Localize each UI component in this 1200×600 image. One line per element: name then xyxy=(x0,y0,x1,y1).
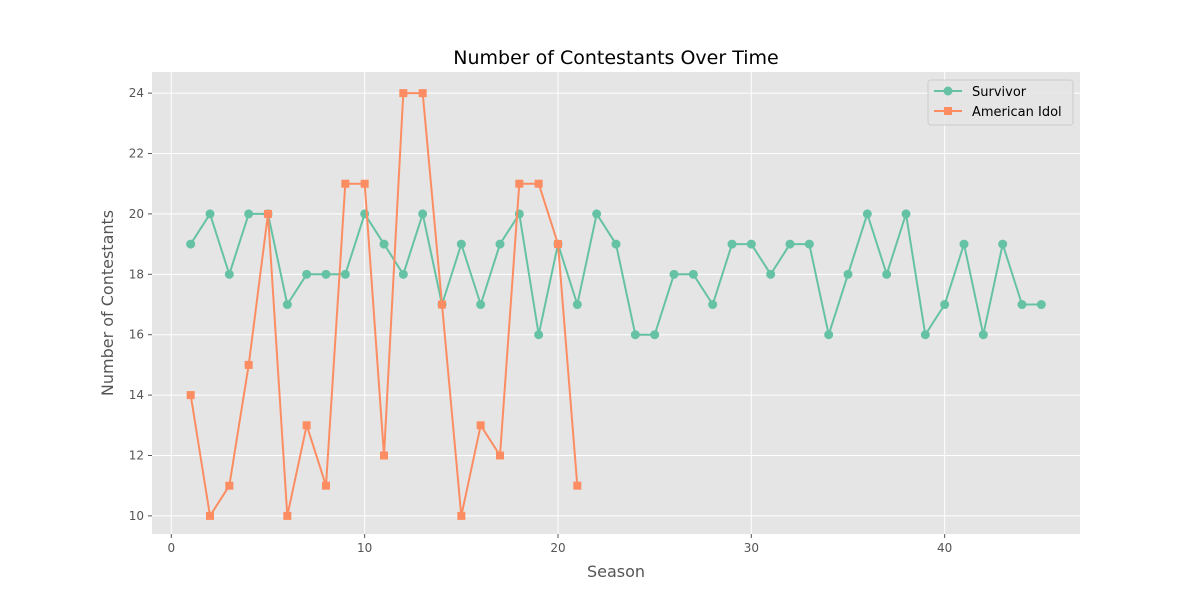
x-tick-label: 10 xyxy=(357,541,372,555)
data-point-american-idol xyxy=(283,511,292,520)
data-point-american-idol xyxy=(554,240,562,249)
data-point-american-idol xyxy=(360,179,369,188)
data-point-survivor xyxy=(940,300,950,310)
data-point-survivor xyxy=(746,239,756,249)
series-group xyxy=(186,89,1046,520)
data-point-survivor xyxy=(186,239,196,249)
data-point-survivor xyxy=(572,300,582,310)
data-point-american-idol xyxy=(496,451,504,460)
legend: Survivor American Idol xyxy=(927,79,1074,126)
data-point-american-idol xyxy=(534,179,543,188)
y-tick-label: 14 xyxy=(129,388,144,402)
data-point-survivor xyxy=(708,300,718,310)
data-point-american-idol xyxy=(573,481,582,490)
data-point-american-idol xyxy=(244,360,253,369)
y-axis-ticks: 10 12 14 16 18 20 22 24 xyxy=(129,86,152,523)
data-point-survivor xyxy=(302,269,312,279)
data-point-survivor xyxy=(882,269,892,279)
legend-box xyxy=(927,79,1074,126)
data-point-american-idol xyxy=(206,511,214,520)
data-point-american-idol xyxy=(225,481,234,490)
legend-label-american-idol: American Idol xyxy=(972,105,1062,120)
data-point-survivor xyxy=(224,269,234,279)
data-point-survivor xyxy=(418,209,428,219)
x-tick-label: 40 xyxy=(937,541,952,555)
data-point-survivor xyxy=(244,209,254,219)
data-point-american-idol xyxy=(380,451,388,460)
data-point-survivor xyxy=(824,330,834,340)
data-point-survivor xyxy=(282,300,292,310)
plot-background xyxy=(152,72,1080,534)
data-point-survivor xyxy=(592,209,602,219)
data-point-survivor xyxy=(321,269,331,279)
x-axis-ticks: 0 10 20 30 40 xyxy=(168,534,952,555)
data-point-survivor xyxy=(611,239,621,249)
data-point-american-idol xyxy=(438,300,446,309)
data-point-survivor xyxy=(920,330,930,340)
data-point-american-idol xyxy=(515,179,524,188)
data-point-survivor xyxy=(998,239,1008,249)
data-point-survivor xyxy=(804,239,814,249)
data-point-survivor xyxy=(379,239,389,249)
data-point-survivor xyxy=(476,300,486,310)
data-point-survivor xyxy=(630,330,640,340)
data-point-survivor xyxy=(1017,300,1027,310)
data-point-american-idol xyxy=(302,421,311,430)
data-point-survivor xyxy=(1036,300,1046,310)
data-point-american-idol xyxy=(457,511,466,520)
data-point-survivor xyxy=(727,239,737,249)
data-point-survivor xyxy=(843,269,853,279)
chart-title: Number of Contestants Over Time xyxy=(453,47,778,69)
legend-label-survivor: Survivor xyxy=(972,85,1027,100)
data-point-american-idol xyxy=(399,89,408,98)
data-point-survivor xyxy=(766,269,776,279)
data-point-survivor xyxy=(398,269,408,279)
y-tick-label: 20 xyxy=(129,207,144,221)
data-point-survivor xyxy=(456,239,466,249)
x-axis-label: Season xyxy=(587,562,645,581)
x-tick-label: 20 xyxy=(550,541,565,555)
data-point-survivor xyxy=(650,330,660,340)
y-tick-label: 10 xyxy=(129,509,144,523)
data-point-survivor xyxy=(495,239,505,249)
data-point-survivor xyxy=(340,269,350,279)
y-tick-label: 22 xyxy=(129,147,144,161)
data-point-survivor xyxy=(959,239,969,249)
x-tick-label: 0 xyxy=(168,541,176,555)
data-point-survivor xyxy=(534,330,544,340)
data-point-survivor xyxy=(688,269,698,279)
y-tick-label: 16 xyxy=(129,328,144,342)
y-axis-label: Number of Contestants xyxy=(98,210,117,396)
data-point-survivor xyxy=(205,209,215,219)
data-point-survivor xyxy=(901,209,911,219)
legend-marker-survivor xyxy=(943,86,953,96)
data-point-survivor xyxy=(669,269,679,279)
data-point-survivor xyxy=(978,330,988,340)
data-point-survivor xyxy=(785,239,795,249)
data-point-american-idol xyxy=(476,421,485,430)
y-tick-label: 12 xyxy=(129,448,144,462)
legend-marker-american-idol xyxy=(944,107,952,115)
data-point-american-idol xyxy=(322,481,330,490)
data-point-survivor xyxy=(862,209,872,219)
data-point-american-idol xyxy=(341,179,350,188)
grid-lines xyxy=(152,72,1080,534)
data-point-american-idol xyxy=(186,391,195,400)
y-tick-label: 24 xyxy=(129,86,144,100)
data-point-american-idol xyxy=(264,209,272,218)
data-point-american-idol xyxy=(418,89,427,98)
y-tick-label: 18 xyxy=(129,267,144,281)
x-tick-label: 30 xyxy=(744,541,759,555)
